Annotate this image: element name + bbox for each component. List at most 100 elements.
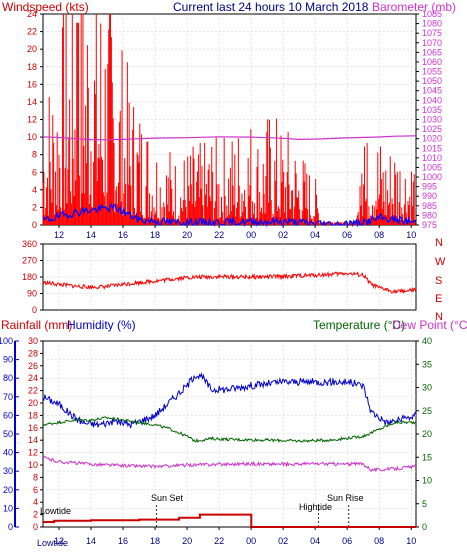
x-tick-label: 18 bbox=[150, 536, 160, 546]
wind-tick-label: 10 bbox=[27, 132, 37, 142]
rainfall-tick-label: 6 bbox=[33, 485, 38, 495]
x-tick-label: 04 bbox=[310, 536, 320, 546]
humidity-tick-label: 40 bbox=[3, 448, 13, 458]
barometer-tick-label: 1080 bbox=[422, 19, 442, 29]
humidity-tick-label: 70 bbox=[3, 392, 13, 402]
barometer-axis-title: Barometer (mb) bbox=[372, 0, 456, 14]
temperature-tick-label: 20 bbox=[422, 429, 432, 439]
lowtide-top-annotation: Lowtide bbox=[40, 506, 71, 516]
lowtide-bottom-annotation: Lowtide bbox=[37, 538, 68, 548]
barometer-tick-label: 1070 bbox=[422, 38, 442, 48]
barometer-tick-label: 995 bbox=[422, 182, 437, 192]
x-tick-label: 02 bbox=[278, 536, 288, 546]
x-tick-label: 10 bbox=[406, 230, 416, 240]
dewpoint-axis-title: Dew Point (°C) bbox=[392, 318, 467, 332]
barometer-tick-label: 1075 bbox=[422, 28, 442, 38]
barometer-tick-label: 980 bbox=[422, 210, 437, 220]
rainfall-tick-label: 28 bbox=[28, 348, 38, 358]
hightide-annotation: Hightide bbox=[299, 502, 332, 512]
wind-grid bbox=[43, 14, 416, 225]
x-tick-label: 12 bbox=[54, 536, 64, 546]
temperature-axis-title: Temperature (°C) bbox=[313, 318, 405, 332]
wind-tick-label: 16 bbox=[27, 79, 37, 89]
barometer-path bbox=[42, 135, 417, 141]
x-tick-label: 10 bbox=[406, 536, 416, 546]
x-tick-label: 06 bbox=[342, 536, 352, 546]
windspeed-axis-title: Windspeed (kts) bbox=[2, 0, 89, 14]
x-tick-label: 22 bbox=[214, 536, 224, 546]
barometer-tick-label: 985 bbox=[422, 201, 437, 211]
humidity-axis-title: Humidity (%) bbox=[67, 318, 136, 332]
rainfall-tick-label: 8 bbox=[33, 472, 38, 482]
wind-tick-label: 0 bbox=[32, 220, 37, 230]
barometer-line bbox=[42, 135, 417, 141]
barometer-tick-label: 1030 bbox=[422, 115, 442, 125]
barometer-tick-label: 1025 bbox=[422, 124, 442, 134]
compass-label: N bbox=[435, 237, 443, 249]
x-tick-label: 20 bbox=[182, 230, 192, 240]
humidity-tick-label: 50 bbox=[3, 429, 13, 439]
x-tick-label: 02 bbox=[278, 230, 288, 240]
humidity-tick-label: 0 bbox=[8, 522, 13, 532]
compass-label: S bbox=[435, 275, 442, 287]
dew-point-path bbox=[42, 455, 417, 473]
wind-average-line bbox=[42, 202, 417, 228]
wind-x-axis: 12 14 16 18 20 22 00 02 04 06 08 10 bbox=[54, 225, 416, 240]
rainfall-tick-label: 24 bbox=[28, 373, 38, 383]
humidity-tick-label: 30 bbox=[3, 466, 13, 476]
barometer-tick-label: 990 bbox=[422, 191, 437, 201]
rainfall-tick-label: 18 bbox=[28, 410, 38, 420]
sunrise-annotation: Sun Rise bbox=[327, 493, 364, 503]
rainfall-tick-label: 4 bbox=[33, 497, 38, 507]
barometer-tick-label: 1045 bbox=[422, 86, 442, 96]
humidity-path bbox=[42, 371, 417, 429]
direction-line bbox=[42, 271, 417, 294]
x-tick-label: 16 bbox=[118, 230, 128, 240]
rainfall-tick-label: 26 bbox=[28, 361, 38, 371]
rainfall-tick-label: 10 bbox=[28, 460, 38, 470]
barometer-tick-label: 975 bbox=[422, 220, 437, 230]
x-tick-label: 18 bbox=[150, 230, 160, 240]
rainfall-tick-label: 0 bbox=[33, 522, 38, 532]
direction-tick-label: 0 bbox=[32, 305, 37, 315]
barometer-tick-label: 1005 bbox=[422, 162, 442, 172]
direction-plot-area bbox=[42, 243, 417, 311]
temperature-tick-label: 30 bbox=[422, 383, 432, 393]
compass-label: E bbox=[435, 293, 442, 305]
barometer-tick-label: 1000 bbox=[422, 172, 442, 182]
humidity-tick-label: 60 bbox=[3, 410, 13, 420]
lower-plot-area bbox=[42, 340, 417, 528]
temperature-path bbox=[42, 416, 417, 443]
barometer-tick-label: 1040 bbox=[422, 95, 442, 105]
lower-series bbox=[42, 371, 417, 528]
temperature-tick-label: 15 bbox=[422, 452, 432, 462]
wind-tick-label: 2 bbox=[32, 202, 37, 212]
direction-tick-label: 360 bbox=[22, 239, 37, 249]
direction-tick-label: 90 bbox=[27, 289, 37, 299]
rainfall-tick-label: 20 bbox=[28, 398, 38, 408]
temperature-tick-label: 5 bbox=[422, 499, 427, 509]
wind-tick-label: 24 bbox=[27, 9, 37, 19]
humidity-tick-label: 20 bbox=[3, 485, 13, 495]
barometer-tick-label: 1065 bbox=[422, 47, 442, 57]
compass-label: W bbox=[435, 256, 446, 268]
lower-x-axis: 12 14 16 18 20 22 00 02 04 06 08 10 bbox=[54, 527, 416, 546]
direction-tick-label: 270 bbox=[22, 256, 37, 266]
rainfall-path bbox=[43, 513, 416, 528]
wind-tick-label: 22 bbox=[27, 27, 37, 37]
x-tick-label: 08 bbox=[374, 536, 384, 546]
barometer-tick-label: 1015 bbox=[422, 143, 442, 153]
rainfall-tick-label: 2 bbox=[33, 510, 38, 520]
barometer-tick-label: 1055 bbox=[422, 67, 442, 77]
humidity-tick-label: 10 bbox=[3, 503, 13, 513]
wind-tick-label: 6 bbox=[32, 167, 37, 177]
barometer-tick-label: 1010 bbox=[422, 153, 442, 163]
barometer-tick-label: 1085 bbox=[422, 9, 442, 19]
x-tick-label: 22 bbox=[214, 230, 224, 240]
wind-tick-label: 8 bbox=[32, 150, 37, 160]
wind-average-path bbox=[42, 202, 417, 228]
x-tick-label: 16 bbox=[118, 536, 128, 546]
